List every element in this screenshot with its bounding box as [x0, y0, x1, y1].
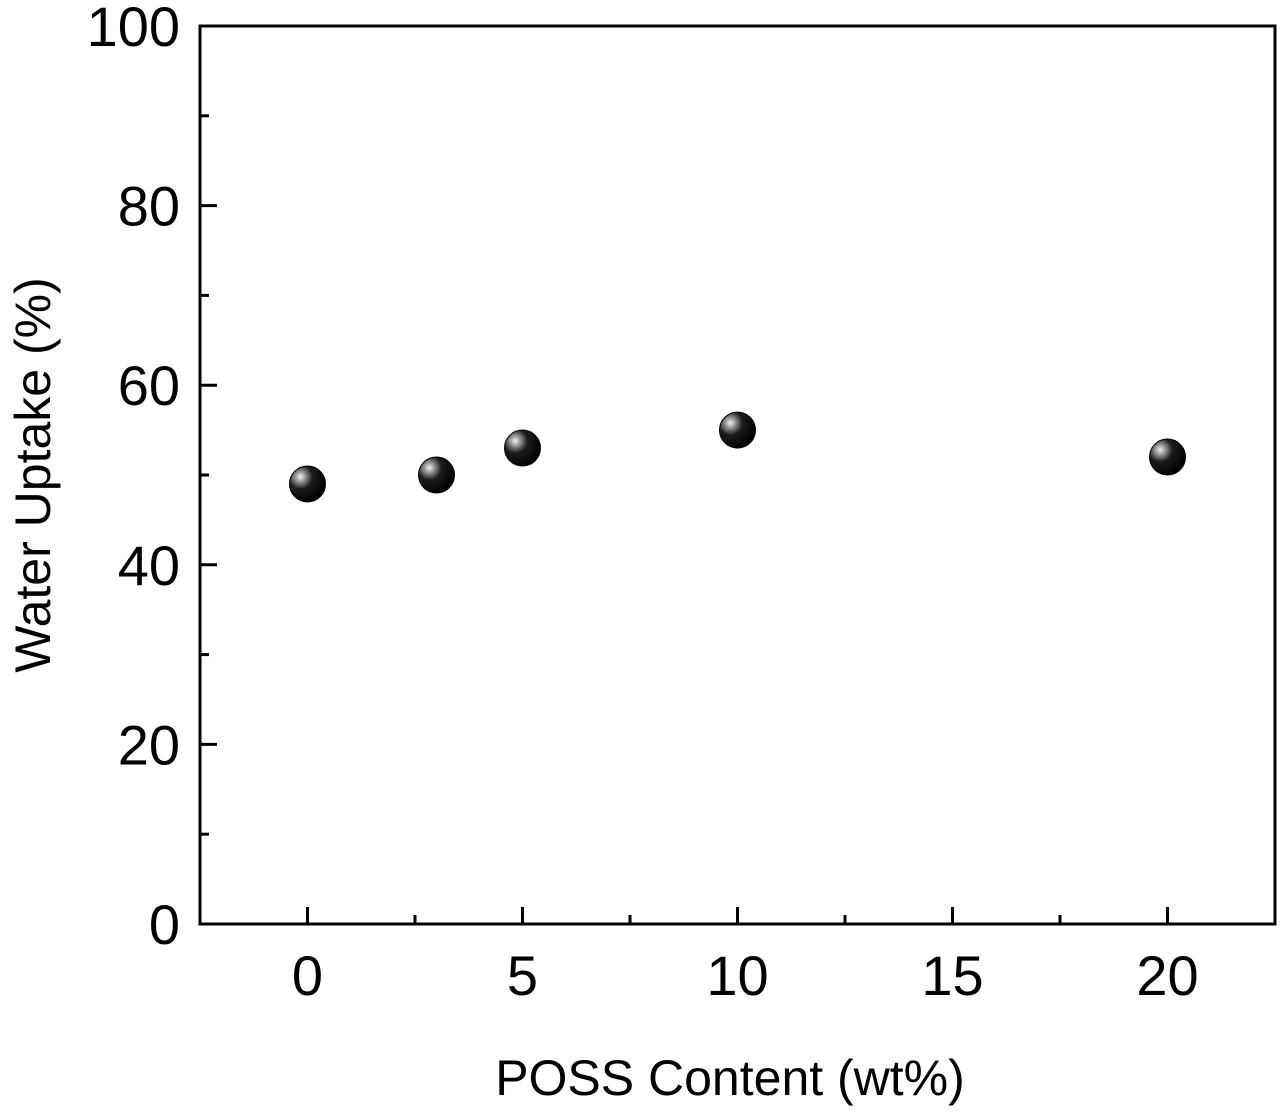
- data-point: [418, 456, 455, 494]
- y-tick-label: 80: [118, 175, 180, 238]
- x-tick-label: 5: [507, 944, 538, 1007]
- plot-frame: [198, 24, 1277, 926]
- x-axis-tick-labels: 0 5 10 15 20: [292, 944, 1199, 1007]
- y-tick-label: 0: [149, 893, 180, 956]
- y-tick-label: 20: [118, 713, 180, 776]
- y-tick-label: 100: [87, 0, 180, 58]
- data-point: [1149, 438, 1186, 476]
- x-tick-label: 10: [706, 944, 768, 1007]
- y-tick-label: 40: [118, 534, 180, 597]
- data-points: [289, 411, 1186, 503]
- x-tick-label: 20: [1136, 944, 1198, 1007]
- y-axis-tick-labels: 0 20 40 60 80 100: [87, 0, 180, 956]
- data-point: [504, 429, 541, 467]
- x-tick-label: 0: [292, 944, 323, 1007]
- x-axis-title: POSS Content (wt%): [495, 1050, 965, 1106]
- x-axis-ticks: [306, 907, 1169, 924]
- data-point: [719, 411, 756, 449]
- y-axis-title: Water Uptake (%): [5, 277, 61, 672]
- data-point: [289, 465, 326, 503]
- x-tick-label: 15: [921, 944, 983, 1007]
- y-tick-label: 60: [118, 354, 180, 417]
- y-axis-ticks: [200, 24, 217, 926]
